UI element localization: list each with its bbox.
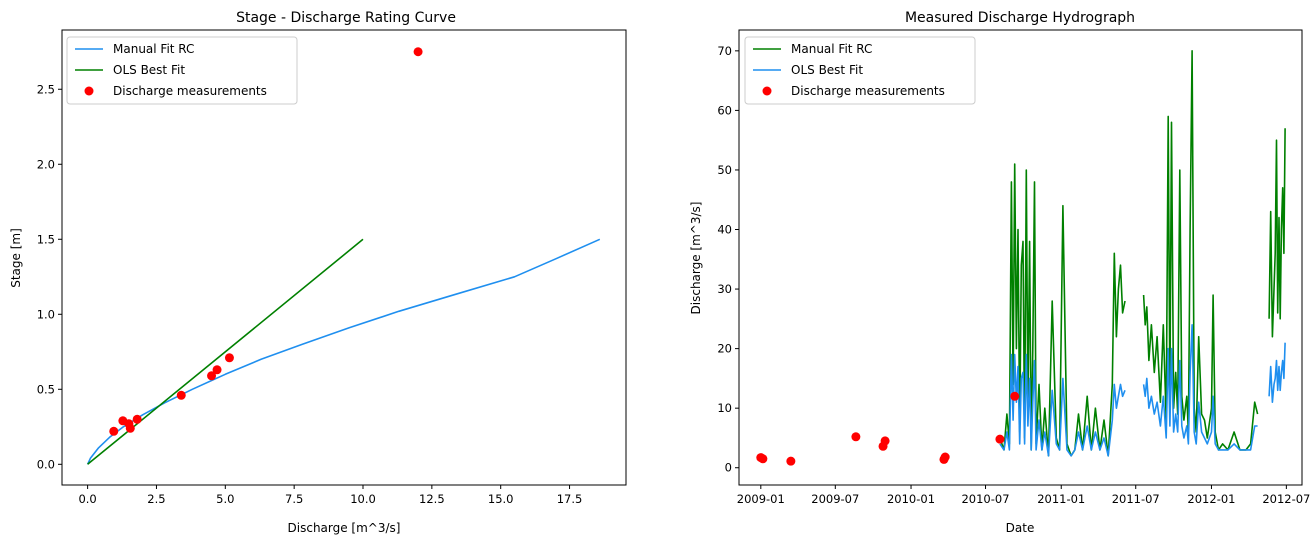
- legend-label-ols-fit: OLS Best Fit: [791, 63, 863, 77]
- measurement-point: [995, 434, 1005, 444]
- x-tick-label: 2010-07: [961, 492, 1009, 506]
- series-line-1: [1268, 342, 1286, 404]
- measurement-point: [109, 426, 119, 436]
- x-tick-label: 2010-01: [887, 492, 935, 506]
- y-tick-label: 30: [717, 282, 732, 296]
- plot-area: [756, 49, 1286, 466]
- legend-box: [66, 36, 298, 105]
- x-tick-label: 5.0: [216, 492, 234, 506]
- x-axis-label: Discharge [m^3/s]: [288, 521, 401, 535]
- legend-label-measurements: Discharge measurements: [791, 84, 945, 98]
- series-line-1: [1142, 323, 1258, 451]
- chart-title: Stage - Discharge Rating Curve: [236, 10, 456, 26]
- measurement-point: [176, 390, 186, 400]
- x-tick-label: 2012-01: [1187, 492, 1235, 506]
- legend-swatch-measurements: [84, 86, 94, 96]
- measurement-point: [758, 454, 768, 464]
- measurement-point: [224, 353, 234, 363]
- x-tick-label: 12.5: [419, 492, 445, 506]
- series-line-1: [999, 353, 1126, 457]
- y-tick-label: 50: [717, 163, 732, 177]
- y-tick-label: 1.5: [37, 232, 55, 246]
- measurement-point: [1010, 391, 1020, 401]
- legend: Manual Fit RC OLS Best Fit Discharge mea…: [744, 36, 976, 105]
- legend-label-manual-fit: Manual Fit RC: [113, 42, 194, 56]
- measurement-point: [940, 452, 950, 462]
- y-axis-label: Discharge [m^3/s]: [689, 202, 703, 315]
- y-tick-label: 40: [717, 223, 732, 237]
- series-line-0: [999, 163, 1126, 457]
- x-tick-label: 7.5: [285, 492, 303, 506]
- x-tick-label: 2009-01: [737, 492, 785, 506]
- x-tick-label: 2011-07: [1112, 492, 1160, 506]
- legend: Manual Fit RC OLS Best Fit Discharge mea…: [66, 36, 298, 105]
- x-tick-label: 10.0: [350, 492, 376, 506]
- legend-box: [744, 36, 976, 105]
- measurement-point: [786, 456, 796, 466]
- x-axis: 2009-01 2009-07 2010-01 2010-07 2011-01 2011-…: [737, 485, 1310, 506]
- legend-label-ols-fit: OLS Best Fit: [113, 63, 185, 77]
- y-axis: 0.0 0.5 1.0 1.5 2.0 2.5: [37, 82, 62, 471]
- legend-swatch-measurements: [762, 86, 772, 96]
- series-line-0: [86, 238, 601, 465]
- plot-area: [86, 47, 601, 465]
- x-tick-label: 2.5: [147, 492, 165, 506]
- y-tick-label: 0.5: [37, 382, 55, 396]
- y-tick-label: 2.0: [37, 157, 55, 171]
- axes-frame: [61, 29, 627, 486]
- legend-label-measurements: Discharge measurements: [113, 84, 267, 98]
- series-line-0: [1142, 49, 1259, 451]
- y-tick-label: 10: [717, 401, 732, 415]
- axes-frame: [738, 29, 1303, 486]
- x-axis-label: Date: [1006, 521, 1035, 535]
- y-tick-label: 0: [725, 461, 732, 475]
- y-axis-label: Stage [m]: [9, 228, 23, 288]
- y-tick-label: 1.0: [37, 307, 55, 321]
- x-tick-label: 15.0: [488, 492, 514, 506]
- legend-label-manual-fit: Manual Fit RC: [791, 42, 872, 56]
- measurement-point: [125, 423, 135, 433]
- x-tick-label: 2012-07: [1262, 492, 1310, 506]
- measurement-point: [851, 432, 861, 442]
- hydrograph-chart: Measured Discharge Hydrograph 2009-01 200…: [689, 10, 1310, 535]
- y-axis: 0 10 20 30 40 50 60 70: [717, 44, 739, 475]
- measurement-point: [132, 414, 142, 424]
- measurement-point: [880, 436, 890, 446]
- measurement-point: [413, 47, 423, 57]
- y-tick-label: 20: [717, 342, 732, 356]
- rating-curve-chart: Stage - Discharge Rating Curve 0.0 2.5 5.0…: [9, 10, 627, 535]
- series-line-0: [1268, 128, 1286, 338]
- chart-title: Measured Discharge Hydrograph: [905, 10, 1135, 26]
- x-tick-label: 17.5: [557, 492, 583, 506]
- measurement-point: [207, 371, 217, 381]
- y-tick-label: 0.0: [37, 457, 55, 471]
- x-tick-label: 2011-01: [1037, 492, 1085, 506]
- x-axis: 0.0 2.5 5.0 7.5 10.0 12.5 15.0 17.5: [78, 485, 582, 506]
- y-tick-label: 60: [717, 103, 732, 117]
- x-tick-label: 2009-07: [811, 492, 859, 506]
- y-tick-label: 70: [717, 44, 732, 58]
- y-tick-label: 2.5: [37, 82, 55, 96]
- measurement-point: [212, 365, 222, 375]
- x-tick-label: 0.0: [78, 492, 96, 506]
